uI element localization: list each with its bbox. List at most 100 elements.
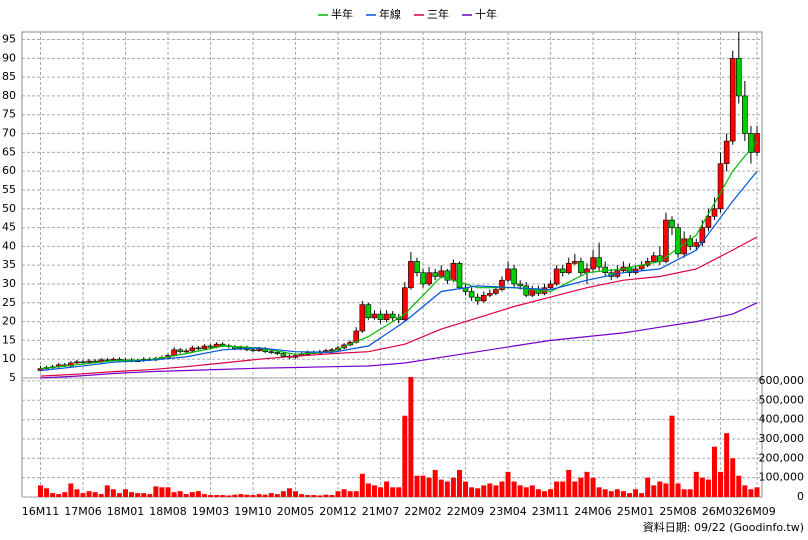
volume-bar [456, 469, 462, 497]
candle-body [444, 270, 451, 281]
volume-bar [742, 485, 748, 497]
volume-bar [414, 475, 420, 497]
volume-bar [153, 486, 159, 497]
volume-bar [718, 471, 724, 497]
volume-bar [62, 492, 68, 497]
y2-tick-label: 500,000 [759, 393, 805, 406]
x-tick-label: 19M10 [234, 505, 272, 518]
candle-body [474, 296, 481, 302]
volume-bar [110, 489, 116, 497]
candle-body [195, 347, 202, 350]
volume-bar [189, 492, 195, 497]
ma-line [40, 236, 758, 377]
volume-bar [141, 493, 147, 497]
candle-body [559, 268, 566, 273]
volume-bar [426, 477, 432, 497]
x-tick-label: 22M09 [447, 505, 485, 518]
volume-bar [626, 493, 632, 497]
candle-body [456, 262, 463, 289]
y-tick-label: 90 [2, 51, 16, 64]
volume-bar [657, 481, 663, 497]
candle-body [572, 261, 578, 264]
y-tick-label: 10 [2, 352, 16, 365]
candle-body [268, 351, 275, 353]
volume-bar [541, 491, 547, 497]
volume-bar [475, 488, 481, 497]
y-tick-label: 5 [9, 371, 16, 384]
volume-bar [341, 489, 347, 497]
candle-body [493, 289, 499, 294]
volume-bar [554, 481, 560, 497]
candle-body [389, 313, 396, 319]
volume-bar [602, 489, 608, 497]
candle-body [650, 255, 657, 262]
candle-body [402, 287, 408, 321]
x-tick-label: 16M11 [22, 505, 60, 518]
volume-bar [44, 488, 50, 497]
volume-bar [663, 483, 669, 497]
candle-body [535, 289, 542, 294]
volume-bar [651, 485, 657, 497]
volume-bar [730, 458, 736, 497]
candle-body [711, 208, 718, 217]
volume-bar [396, 487, 402, 497]
volume-bar [208, 495, 214, 497]
volume-bar [711, 446, 717, 497]
volume-bar [444, 481, 450, 497]
candle-body [517, 283, 523, 287]
x-tick-label: 20M05 [277, 505, 315, 518]
candle-body [92, 360, 98, 363]
x-tick-label: 19M03 [192, 505, 230, 518]
y-tick-label: 95 [2, 33, 16, 46]
ma-line [40, 140, 758, 370]
y-tick-label: 55 [2, 183, 16, 196]
x-tick-label: 26M09 [738, 505, 776, 518]
volume-bar [359, 473, 365, 497]
volume-bar [681, 489, 687, 497]
ma-line [40, 302, 758, 379]
candle-body [438, 270, 445, 277]
candle-body [590, 257, 596, 270]
volume-bar [578, 477, 584, 497]
y2-tick-label: 0 [797, 490, 804, 503]
volume-bar [268, 493, 274, 497]
x-tick-label: 25M08 [659, 505, 697, 518]
candle-body [201, 345, 208, 349]
volume-bar [505, 471, 511, 497]
volume-bar [262, 494, 268, 497]
volume-bar [523, 487, 529, 497]
candle-body [274, 352, 281, 354]
volume-bar [50, 493, 56, 497]
volume-bar [38, 485, 43, 497]
volume-bar [147, 494, 153, 497]
y2-tick-label: 200,000 [759, 451, 805, 464]
x-tick-label: 22M02 [404, 505, 442, 518]
volume-bar [529, 485, 535, 497]
volume-bar [384, 481, 390, 497]
volume-bar [238, 494, 244, 497]
candle-body [717, 163, 724, 210]
volume-bar [675, 483, 681, 497]
candle-body [171, 349, 177, 356]
candle-body [669, 219, 675, 228]
volume-bar [347, 491, 353, 497]
candle-body [414, 261, 420, 273]
volume-bar [311, 495, 317, 497]
volume-bar [572, 481, 578, 497]
candle-body [602, 266, 608, 273]
legend-label: 年線 [379, 7, 401, 21]
volume-bar [329, 495, 335, 497]
volume-bar [560, 481, 566, 497]
y-tick-label: 85 [2, 70, 16, 83]
volume-bar [250, 495, 256, 497]
plot-frame [21, 31, 763, 498]
candle-body [748, 133, 754, 153]
volume-bar [481, 485, 487, 497]
legend-label: 十年 [475, 7, 497, 21]
y2-tick-label: 300,000 [759, 432, 805, 445]
volume-bar [68, 483, 74, 497]
volume-bar [299, 494, 305, 497]
volume-bar [608, 491, 614, 497]
x-tick-label: 17M06 [64, 505, 102, 518]
